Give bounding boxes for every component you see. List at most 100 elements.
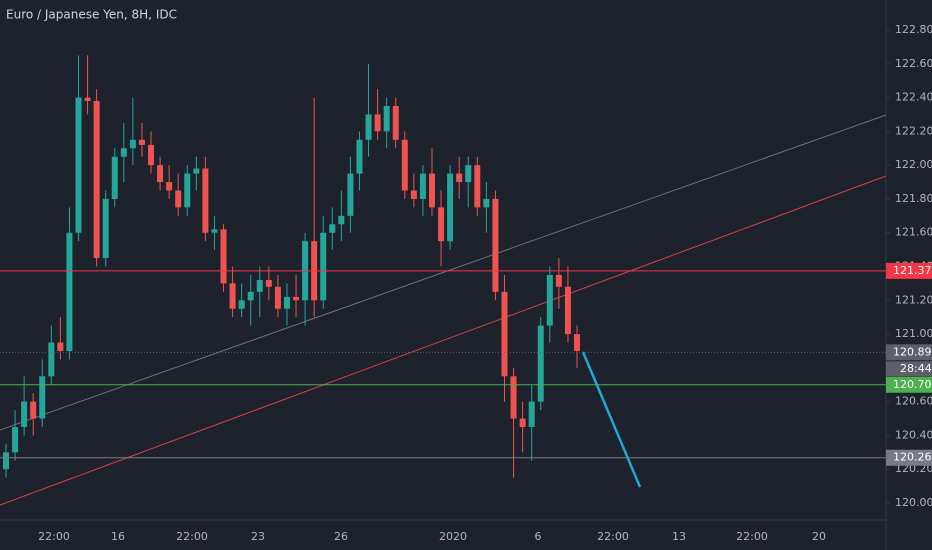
candle-body	[3, 452, 9, 470]
candle-body	[202, 168, 209, 233]
candle-body	[148, 144, 155, 166]
x-tick-label: 16	[111, 530, 125, 543]
y-tick-label: 120.600	[895, 395, 932, 408]
candle-body	[93, 100, 100, 259]
candle-body	[184, 173, 191, 208]
y-tick-label: 122.400	[895, 91, 932, 104]
price-label-bg	[886, 344, 932, 361]
candle-body	[438, 207, 445, 242]
y-tick-label: 121.600	[895, 226, 932, 239]
chart-title: Euro / Japanese Yen, 8H, IDC	[6, 8, 177, 22]
x-tick-label: 22:00	[736, 530, 768, 543]
candle-body	[66, 232, 73, 351]
candle-body	[48, 342, 55, 377]
candle-body	[347, 173, 354, 216]
candle-body	[129, 139, 136, 149]
candle-body	[157, 165, 164, 183]
countdown-label: 28:44	[900, 362, 932, 375]
y-tick-label: 122.800	[895, 23, 932, 36]
price-label: 120.700	[893, 378, 932, 391]
candle-body	[138, 139, 145, 145]
candle-body	[383, 106, 390, 132]
candle-body	[211, 229, 218, 233]
candle-body	[283, 296, 290, 309]
candle-body	[274, 286, 281, 309]
candle-body	[229, 283, 236, 309]
candle-body	[410, 190, 417, 199]
candle-body	[519, 418, 526, 427]
y-tick-label: 121.200	[895, 293, 932, 306]
x-tick-label: 22:00	[597, 530, 629, 543]
candle-body	[84, 97, 91, 101]
y-tick-label: 121.000	[895, 327, 932, 340]
candle-body	[30, 401, 37, 419]
y-tick-label: 122.000	[895, 158, 932, 171]
candle-body	[564, 286, 571, 335]
candle-body	[329, 224, 336, 233]
candle-body	[483, 198, 490, 208]
price-label: 121.374	[893, 264, 932, 277]
candle-body	[175, 190, 182, 208]
candle-body	[465, 165, 472, 183]
candle-body	[510, 376, 517, 419]
candle-body	[166, 182, 173, 191]
x-tick-label: 6	[535, 530, 542, 543]
candle-body	[256, 280, 263, 292]
candle-body	[21, 401, 28, 427]
candle-body	[492, 198, 499, 292]
x-tick-label: 20	[812, 530, 826, 543]
y-tick-label: 121.800	[895, 192, 932, 205]
candle-body	[528, 401, 535, 427]
candle-body	[338, 215, 345, 225]
trend-line-gray	[0, 114, 887, 431]
candle-body	[474, 165, 481, 208]
x-tick-label: 26	[334, 530, 348, 543]
candle-body	[293, 296, 300, 301]
candle-body	[392, 106, 399, 140]
candle-body	[265, 280, 272, 287]
candle-body	[447, 173, 454, 242]
price-label-bg	[886, 262, 932, 279]
x-tick-label: 23	[251, 530, 265, 543]
y-tick-label: 122.200	[895, 124, 932, 137]
candle-body	[555, 274, 562, 287]
candle-body	[374, 114, 381, 132]
candle-body	[356, 139, 363, 174]
x-tick-label: 2020	[439, 530, 467, 543]
candle-body	[546, 274, 553, 326]
y-tick-label: 120.000	[895, 496, 932, 509]
candle-body	[238, 300, 245, 309]
candle-body	[75, 97, 82, 233]
y-tick-label: 122.600	[895, 57, 932, 70]
candle-body	[456, 173, 463, 183]
candle-body	[220, 229, 227, 284]
candle-body	[120, 148, 127, 157]
trend-line-red	[0, 175, 887, 506]
candle-body	[320, 232, 327, 301]
candle-body	[501, 291, 508, 377]
candle-body	[419, 173, 426, 199]
candle-body	[247, 291, 254, 301]
candle-body	[57, 342, 64, 351]
countdown-bg	[886, 361, 932, 377]
price-label: 120.892	[893, 345, 932, 358]
price-label-bg	[886, 449, 932, 466]
price-label-bg	[886, 376, 932, 393]
candle-body	[428, 173, 435, 208]
candle-body	[401, 139, 408, 191]
x-tick-label: 22:00	[176, 530, 208, 543]
y-tick-label: 120.400	[895, 428, 932, 441]
candle-body	[39, 376, 46, 419]
candle-body	[574, 334, 580, 351]
candle-body	[12, 426, 19, 453]
candle-body	[365, 114, 372, 140]
x-tick-label: 22:00	[38, 530, 70, 543]
candle-body	[537, 325, 544, 402]
x-tick-label: 13	[672, 530, 686, 543]
candle-body	[102, 198, 109, 259]
price-label: 120.268	[893, 451, 932, 464]
candle-body	[111, 156, 118, 199]
projection-line	[581, 351, 642, 488]
